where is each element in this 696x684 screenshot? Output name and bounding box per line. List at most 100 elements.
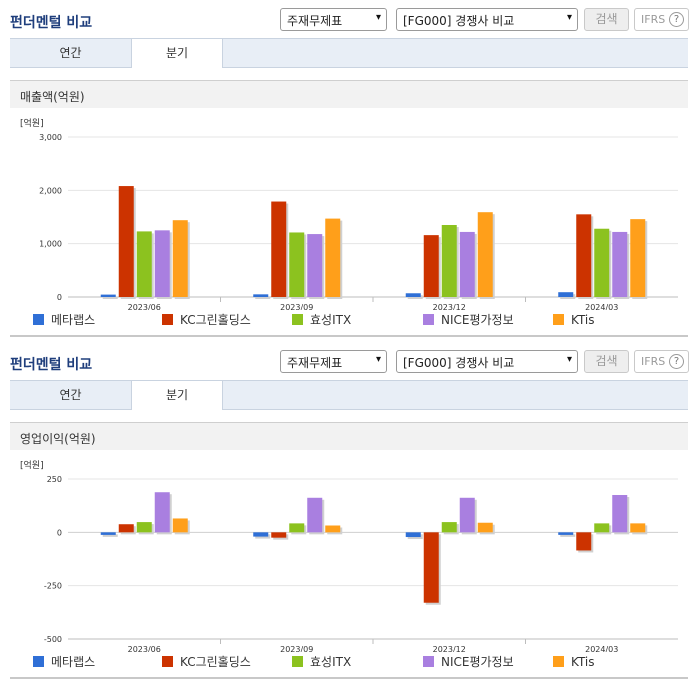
bar-series-3-2023-12 xyxy=(460,498,475,533)
legend-label: KC그린홀딩스 xyxy=(180,653,251,671)
bar-series-2-2023-06 xyxy=(137,522,152,532)
x-tick-label: 2023/09 xyxy=(280,645,313,652)
help-icon: ? xyxy=(669,12,684,27)
chart-legend: 메타랩스 KC그린홀딩스 효성ITX NICE평가정보 KTis xyxy=(0,653,696,671)
bar-series-0-2024-03 xyxy=(558,532,573,535)
chart-header: 매출액(억원) xyxy=(10,80,688,108)
section-title: 펀더멘털 비교 xyxy=(10,12,92,32)
chevron-down-icon: ▾ xyxy=(567,12,572,23)
x-tick-label: 2023/12 xyxy=(433,645,466,652)
bar-series-2-2024-03 xyxy=(594,229,609,297)
bar-series-4-2024-03 xyxy=(630,219,645,297)
bar-series-0-2024-03 xyxy=(558,292,573,297)
bar-series-1-2023-06 xyxy=(119,524,134,532)
search-button[interactable]: 검색 xyxy=(584,8,629,31)
legend-label: KTis xyxy=(571,311,594,329)
legend-swatch xyxy=(553,656,564,667)
x-tick-label: 2023/06 xyxy=(128,303,161,310)
y-tick-label: -500 xyxy=(44,635,62,644)
legend-label: NICE평가정보 xyxy=(441,311,514,329)
legend-label: 메타랩스 xyxy=(51,653,95,671)
y-tick-label: 1,000 xyxy=(39,240,62,249)
bar-series-4-2023-09 xyxy=(325,526,340,533)
legend-label: KTis xyxy=(571,653,594,671)
legend-label: 효성ITX xyxy=(310,653,351,671)
chart-legend: 메타랩스 KC그린홀딩스 효성ITX NICE평가정보 KTis xyxy=(0,311,696,329)
section-operating-profit: 펀더멘털 비교 주재무제표 ▾ [FG000] 경쟁사 비교 ▾ 검색 IFRS… xyxy=(0,342,696,684)
y-tick-label: -250 xyxy=(44,582,62,591)
bar-series-1-2024-03 xyxy=(576,532,591,550)
metric-select-value: 주재무제표 xyxy=(287,14,342,28)
compare-select[interactable]: [FG000] 경쟁사 비교 ▾ xyxy=(396,350,578,373)
bar-series-2-2023-12 xyxy=(442,225,457,297)
operating-profit-chart: [억원] -500 -250 0 250 2023/06 2023/09 2023/12 202… xyxy=(0,452,696,652)
y-tick-label: 250 xyxy=(47,475,62,484)
chevron-down-icon: ▾ xyxy=(376,12,381,23)
period-tabs: 연간 분기 xyxy=(10,38,688,68)
bar-series-3-2024-03 xyxy=(612,232,627,297)
chevron-down-icon: ▾ xyxy=(567,354,572,365)
tab-quarterly[interactable]: 분기 xyxy=(131,380,223,410)
period-tabs: 연간 분기 xyxy=(10,380,688,410)
metric-select[interactable]: 주재무제표 ▾ xyxy=(280,350,387,373)
legend-swatch xyxy=(423,656,434,667)
bar-series-4-2023-06 xyxy=(173,518,188,532)
y-tick-label: 3,000 xyxy=(39,133,62,142)
x-tick-label: 2023/12 xyxy=(433,303,466,310)
y-tick-label: 2,000 xyxy=(39,186,62,195)
bar-series-2-2023-06 xyxy=(137,231,152,297)
ifrs-help-button[interactable]: IFRS ? xyxy=(634,8,689,31)
y-tick-label: 0 xyxy=(57,528,62,537)
y-tick-label: 0 xyxy=(57,293,62,302)
compare-select-value: [FG000] 경쟁사 비교 xyxy=(403,14,514,28)
bar-series-4-2024-03 xyxy=(630,523,645,532)
bar-series-0-2023-09 xyxy=(253,532,268,536)
chart-header: 영업이익(억원) xyxy=(10,422,688,450)
tab-annual[interactable]: 연간 xyxy=(10,39,131,68)
bar-series-2-2024-03 xyxy=(594,523,609,532)
metric-select[interactable]: 주재무제표 ▾ xyxy=(280,8,387,31)
bar-series-4-2023-09 xyxy=(325,219,340,297)
section-divider xyxy=(10,335,688,337)
legend-label: NICE평가정보 xyxy=(441,653,514,671)
section-revenue: 펀더멘털 비교 주재무제표 ▾ [FG000] 경쟁사 비교 ▾ 검색 IFRS… xyxy=(0,0,696,340)
bar-series-4-2023-12 xyxy=(478,212,493,297)
bar-series-0-2023-06 xyxy=(101,532,116,535)
metric-select-value: 주재무제표 xyxy=(287,356,342,370)
bar-series-2-2023-12 xyxy=(442,522,457,532)
section-header: 펀더멘털 비교 주재무제표 ▾ [FG000] 경쟁사 비교 ▾ 검색 IFRS… xyxy=(0,342,696,380)
legend-swatch xyxy=(33,314,44,325)
legend-swatch xyxy=(162,314,173,325)
tab-quarterly[interactable]: 분기 xyxy=(131,38,223,68)
bar-series-1-2023-09 xyxy=(271,202,286,297)
ifrs-label: IFRS xyxy=(641,355,665,368)
section-header: 펀더멘털 비교 주재무제표 ▾ [FG000] 경쟁사 비교 ▾ 검색 IFRS… xyxy=(0,0,696,38)
compare-select-value: [FG000] 경쟁사 비교 xyxy=(403,356,514,370)
bar-series-3-2023-09 xyxy=(307,498,322,533)
bar-series-3-2023-09 xyxy=(307,234,322,297)
legend-label: 메타랩스 xyxy=(51,311,95,329)
section-divider xyxy=(10,677,688,679)
ifrs-help-button[interactable]: IFRS ? xyxy=(634,350,689,373)
legend-swatch xyxy=(292,314,303,325)
bar-series-0-2023-06 xyxy=(101,295,116,297)
bar-series-1-2023-06 xyxy=(119,186,134,297)
compare-select[interactable]: [FG000] 경쟁사 비교 ▾ xyxy=(396,8,578,31)
x-tick-label: 2024/03 xyxy=(585,645,618,652)
x-tick-label: 2024/03 xyxy=(585,303,618,310)
search-button[interactable]: 검색 xyxy=(584,350,629,373)
x-tick-label: 2023/09 xyxy=(280,303,313,310)
bar-series-4-2023-06 xyxy=(173,220,188,297)
bar-series-0-2023-12 xyxy=(406,293,421,297)
bar-series-3-2023-12 xyxy=(460,232,475,297)
chevron-down-icon: ▾ xyxy=(376,354,381,365)
legend-swatch xyxy=(292,656,303,667)
x-tick-label: 2023/06 xyxy=(128,645,161,652)
y-unit-label: [억원] xyxy=(20,117,44,129)
bar-series-3-2024-03 xyxy=(612,495,627,532)
bar-series-2-2023-09 xyxy=(289,523,304,532)
help-icon: ? xyxy=(669,354,684,369)
tab-annual[interactable]: 연간 xyxy=(10,381,131,410)
bar-series-1-2023-12 xyxy=(424,532,439,602)
bar-series-3-2023-06 xyxy=(155,230,170,297)
